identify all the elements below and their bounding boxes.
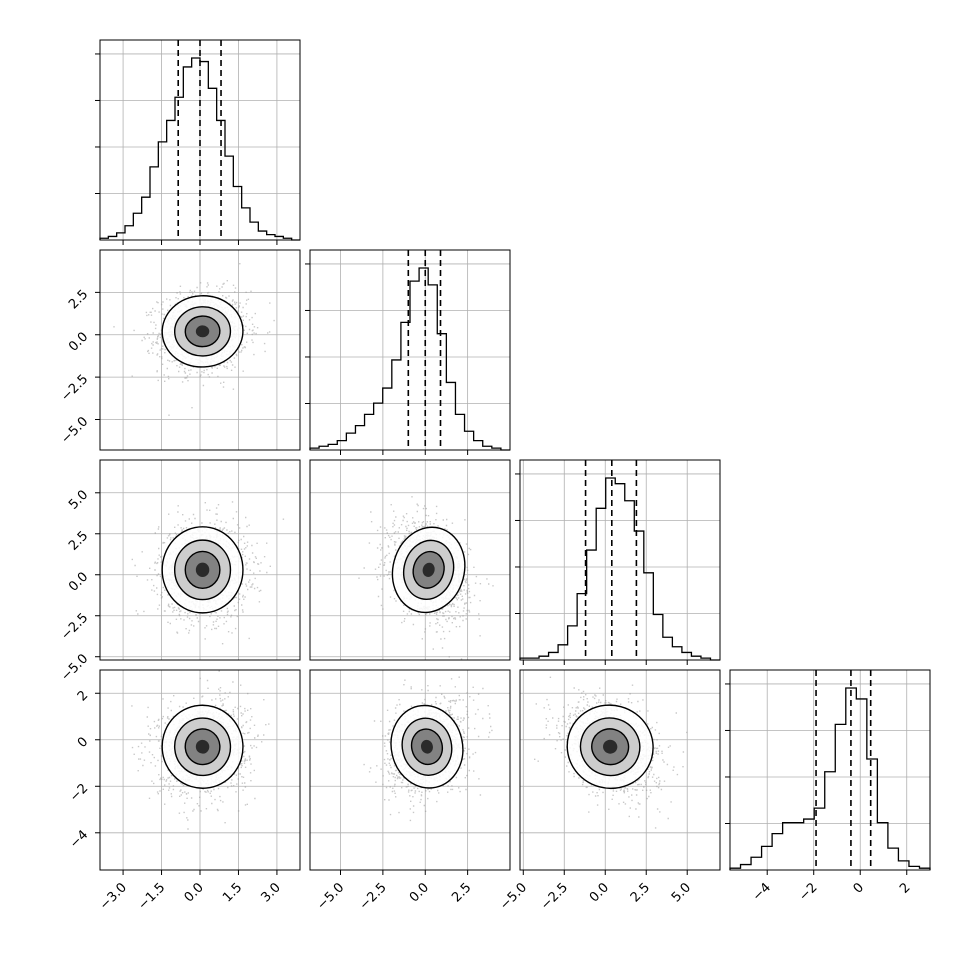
scatter-points <box>131 670 270 830</box>
y-tick-label: 0 <box>75 734 91 750</box>
panel-content <box>100 670 300 870</box>
density-fill <box>195 739 210 754</box>
x-tick-label: −4 <box>750 880 774 904</box>
hist-panel-1 <box>95 39 301 241</box>
panel-frame <box>99 249 301 451</box>
histogram-step <box>309 267 510 451</box>
histogram-step <box>519 477 720 661</box>
density-contour <box>161 526 244 614</box>
x-tick-label: 0.0 <box>407 880 432 905</box>
density-contour <box>402 539 455 600</box>
y-tick-label: 2.5 <box>66 528 91 553</box>
panel-frame <box>99 459 301 661</box>
panel-background <box>520 460 720 660</box>
density-contour <box>391 526 466 614</box>
density-contour <box>161 295 244 368</box>
y-tick-label: 0.0 <box>66 569 91 594</box>
x-tick-label: −5.0 <box>314 880 347 913</box>
density-fill <box>603 739 618 754</box>
x-tick-label: 1.5 <box>220 880 245 905</box>
x-tick-label: 2.5 <box>449 880 474 905</box>
x-tick-label: −2.5 <box>538 880 571 913</box>
density-contour <box>591 728 630 766</box>
density-fill <box>422 562 435 577</box>
histogram-step <box>99 57 300 241</box>
y-tick-label: 2 <box>75 688 91 704</box>
scatter-points <box>131 501 285 645</box>
panel-content <box>520 670 720 870</box>
density-contour <box>412 550 445 589</box>
hist-panel-3 <box>515 459 721 661</box>
panel-frame <box>519 459 721 661</box>
y-tick-label: 2.5 <box>66 287 91 312</box>
density-contour <box>566 704 654 790</box>
x-tick-label: 2.5 <box>628 880 653 905</box>
x-tick-label: 0 <box>851 880 867 896</box>
panel-frame <box>309 669 511 871</box>
x-tick-label: 5.0 <box>669 880 694 905</box>
density-fill <box>420 739 433 754</box>
density-panel-3-1 <box>95 459 301 661</box>
density-contour <box>161 704 244 789</box>
y-tick-label: −2.5 <box>58 372 91 405</box>
y-tick-label: −2.5 <box>58 610 91 643</box>
density-panel-3-2 <box>309 459 511 661</box>
density-contour <box>410 728 444 766</box>
density-contour <box>173 717 232 777</box>
density-panel-4-3 <box>519 669 721 871</box>
density-contour <box>184 550 221 589</box>
y-tick-label: 5.0 <box>66 487 91 512</box>
density-contour <box>173 306 232 357</box>
panel-content <box>310 460 510 660</box>
panel-background <box>730 670 930 870</box>
y-tick-label: 0.0 <box>66 329 91 354</box>
x-tick-label: −2.5 <box>357 880 390 913</box>
panel-content <box>100 250 300 450</box>
density-panel-4-2 <box>309 669 511 871</box>
panel-frame <box>309 249 511 451</box>
scatter-points <box>113 263 275 416</box>
panel-frame <box>309 459 511 661</box>
panel-content <box>100 460 300 660</box>
density-panel-2-1 <box>95 249 301 451</box>
density-fill <box>195 325 210 338</box>
x-tick-label: −2 <box>796 880 820 904</box>
hist-panel-4 <box>725 669 931 871</box>
histogram-step <box>729 687 931 870</box>
panel-content <box>310 670 510 870</box>
density-contour <box>184 315 221 348</box>
density-contour <box>173 539 232 601</box>
y-tick-label: −2 <box>67 781 91 805</box>
x-tick-label: −5.0 <box>497 880 530 913</box>
panel-frame <box>519 669 721 871</box>
density-fill <box>195 562 210 578</box>
x-tick-label: 0.0 <box>182 880 207 905</box>
hist-panel-2 <box>305 249 511 451</box>
y-tick-label: −4 <box>67 827 91 851</box>
density-contour <box>184 728 221 766</box>
x-tick-label: −1.5 <box>135 880 168 913</box>
y-tick-label: −5.0 <box>58 414 91 447</box>
x-tick-label: 2 <box>897 880 913 896</box>
density-contour <box>390 704 464 789</box>
x-tick-label: 0.0 <box>587 880 612 905</box>
density-panel-4-1 <box>95 669 301 871</box>
x-tick-label: 3.0 <box>259 880 284 905</box>
panel-background <box>310 250 510 450</box>
density-contour <box>401 717 453 776</box>
density-contour <box>579 717 641 777</box>
x-tick-label: −3.0 <box>97 880 130 913</box>
panel-frame <box>729 669 931 871</box>
y-tick-label: −5.0 <box>58 651 91 684</box>
